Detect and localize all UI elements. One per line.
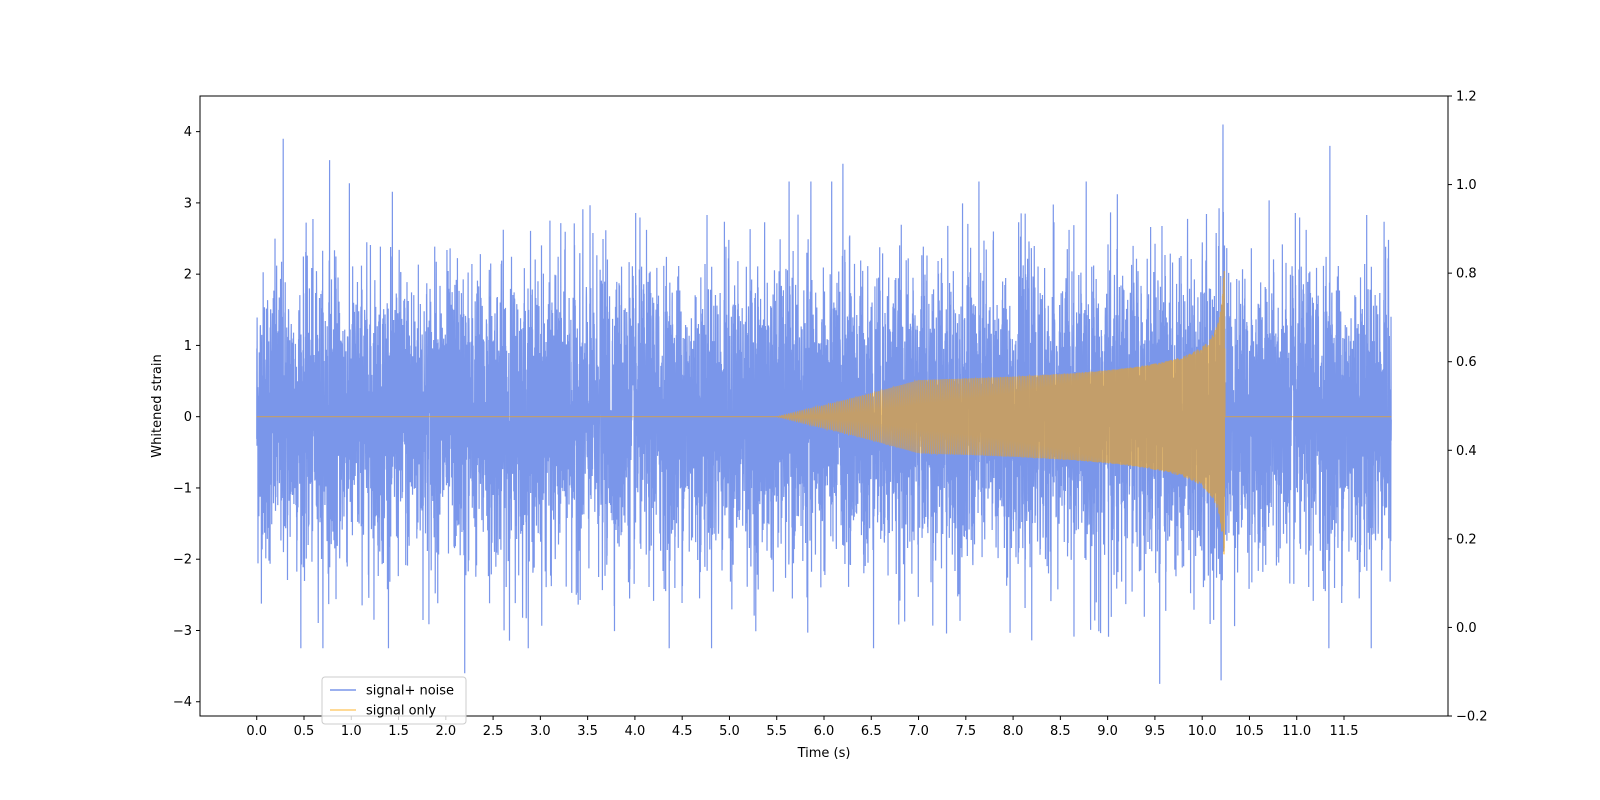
x-tick-label: 8.5 <box>1050 724 1071 739</box>
x-tick-label: 4.0 <box>625 724 646 739</box>
x-tick-label: 3.0 <box>530 724 551 739</box>
x-axis-label: Time (s) <box>797 746 851 761</box>
y2-tick-label: 0.6 <box>1456 355 1477 370</box>
legend-label-signal-noise: signal+ noise <box>366 684 454 699</box>
y-tick-label: −2 <box>173 553 192 568</box>
y-tick-label: −3 <box>173 624 192 639</box>
x-tick-label: 9.5 <box>1145 724 1166 739</box>
y-tick-label: 3 <box>184 196 192 211</box>
y-tick-label: 1 <box>184 339 192 354</box>
x-tick-label: 8.0 <box>1003 724 1024 739</box>
x-tick-label: 10.0 <box>1188 724 1217 739</box>
x-tick-label: 5.0 <box>719 724 740 739</box>
y-axis-left: −4 −3 −2 −1 0 1 2 3 4 <box>173 125 200 710</box>
x-tick-label: 7.5 <box>955 724 976 739</box>
x-tick-label: 11.5 <box>1330 724 1359 739</box>
x-tick-label: 4.5 <box>672 724 693 739</box>
x-tick-label: 1.0 <box>341 724 362 739</box>
x-tick-label: 6.5 <box>861 724 882 739</box>
x-tick-label: 2.5 <box>483 724 504 739</box>
y-axis-right: −0.2 0.0 0.2 0.4 0.6 0.8 1.0 1.2 <box>1448 90 1488 725</box>
series-layer <box>256 124 1392 684</box>
x-tick-label: 10.5 <box>1235 724 1264 739</box>
x-tick-label: 2.0 <box>435 724 456 739</box>
x-tick-label: 3.5 <box>577 724 598 739</box>
x-tick-label: 7.0 <box>908 724 929 739</box>
x-tick-label: 9.0 <box>1097 724 1118 739</box>
y-tick-label: 2 <box>184 268 192 283</box>
y2-tick-label: 0.0 <box>1456 621 1477 636</box>
y2-tick-label: −0.2 <box>1456 710 1488 725</box>
y2-tick-label: 1.2 <box>1456 90 1477 105</box>
y-axis-label: Whitened strain <box>150 354 165 457</box>
y2-tick-label: 0.8 <box>1456 267 1477 282</box>
y-tick-label: 4 <box>184 125 192 140</box>
series-signal-only-line <box>256 271 1392 555</box>
y-tick-label: 0 <box>184 410 192 425</box>
y2-tick-label: 0.4 <box>1456 444 1477 459</box>
series-signal-noise-line <box>256 124 1392 684</box>
legend-label-signal-only: signal only <box>366 704 436 719</box>
y-tick-label: −1 <box>173 481 192 496</box>
x-tick-label: 1.5 <box>388 724 409 739</box>
x-tick-label: 5.5 <box>766 724 787 739</box>
x-axis: 0.0 0.5 1.0 1.5 2.0 2.5 3.0 3.5 4.0 4.5 5.0 5.5 6.0 6… <box>246 716 1358 739</box>
x-tick-label: 6.0 <box>814 724 835 739</box>
x-tick-label: 0.5 <box>294 724 315 739</box>
x-tick-label: 11.0 <box>1282 724 1311 739</box>
x-tick-label: 0.0 <box>246 724 267 739</box>
y-tick-label: −4 <box>173 695 192 710</box>
legend: signal+ noise signal only <box>321 676 467 725</box>
legend-box <box>321 676 467 725</box>
y2-tick-label: 1.0 <box>1456 178 1477 193</box>
y2-tick-label: 0.2 <box>1456 532 1477 547</box>
